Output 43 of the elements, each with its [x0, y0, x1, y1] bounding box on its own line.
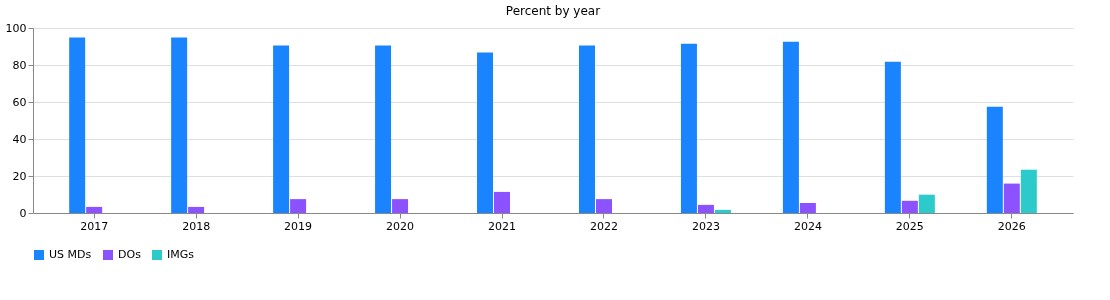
bar: [171, 37, 188, 213]
bar: [69, 37, 86, 213]
bar: [494, 191, 511, 213]
legend-label: DOs: [118, 248, 142, 261]
x-tick-label: 2024: [793, 219, 822, 233]
bar: [1003, 183, 1020, 213]
y-tick-label: 60: [12, 95, 27, 109]
x-tick-label: 2022: [589, 219, 618, 233]
bar: [595, 199, 612, 213]
x-tick-label: 2019: [284, 219, 313, 233]
bar: [477, 52, 494, 213]
bar: [273, 45, 290, 213]
x-tick-label: 2021: [488, 219, 517, 233]
bar: [901, 200, 918, 213]
y-tick-label: 80: [12, 58, 27, 72]
bar: [375, 45, 392, 213]
x-tick-label: 2018: [182, 219, 211, 233]
bar: [290, 199, 307, 213]
bar: [799, 203, 816, 213]
bar: [392, 199, 409, 213]
bar: [697, 204, 714, 213]
bar: [986, 106, 1003, 213]
y-tick-label: 20: [12, 169, 27, 183]
bar: [188, 206, 205, 213]
x-tick-label: 2025: [895, 219, 924, 233]
bar: [1020, 169, 1037, 213]
legend-label: US MDs: [49, 248, 92, 261]
bar: [884, 61, 901, 213]
x-tick-label: 2023: [691, 219, 720, 233]
bar: [782, 41, 799, 213]
x-tick-label: 2017: [80, 219, 109, 233]
x-tick-label: 2020: [386, 219, 415, 233]
bar: [918, 194, 935, 213]
y-tick-label: 100: [5, 21, 27, 35]
y-tick-label: 40: [12, 132, 27, 146]
bar: [578, 45, 595, 213]
bar: [86, 206, 103, 213]
bar: [680, 43, 697, 213]
x-tick-label: 2026: [997, 219, 1026, 233]
y-tick-label: 0: [19, 206, 27, 220]
bar: [714, 209, 731, 213]
legend-label: IMGs: [167, 248, 195, 261]
chart-title: Percent by year: [505, 4, 601, 18]
